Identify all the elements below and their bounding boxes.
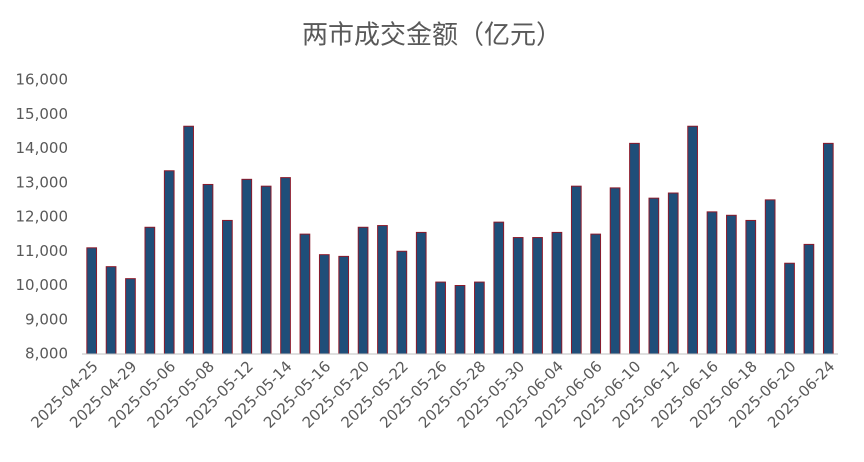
y-tick-label: 10,000	[16, 276, 69, 294]
y-tick-label: 12,000	[16, 208, 69, 226]
y-tick-label: 8,000	[25, 345, 68, 363]
bar	[551, 231, 563, 355]
bar	[144, 226, 156, 355]
chart-title: 两市成交金额（亿元）	[302, 21, 562, 51]
bar	[357, 226, 369, 355]
bar	[318, 254, 330, 355]
bar	[377, 225, 388, 355]
bar	[222, 219, 233, 355]
bar	[687, 125, 698, 355]
bar	[415, 231, 427, 355]
y-tick-label: 11,000	[16, 242, 69, 260]
bar	[125, 278, 136, 355]
bar	[396, 250, 408, 355]
bar	[803, 243, 815, 355]
bar	[260, 185, 272, 355]
bar	[163, 170, 175, 355]
bar	[241, 178, 253, 355]
bar	[745, 219, 757, 355]
bar	[764, 199, 776, 355]
bar	[86, 247, 98, 355]
bar	[609, 187, 621, 355]
bar	[454, 285, 466, 355]
bar	[280, 177, 291, 355]
y-tick-label: 16,000	[16, 71, 69, 89]
y-tick-label: 13,000	[16, 173, 69, 191]
bar	[435, 281, 446, 355]
bar	[532, 237, 543, 355]
bar	[784, 262, 795, 355]
bar	[512, 237, 524, 355]
bar	[338, 255, 350, 355]
bar	[726, 214, 737, 355]
bar	[474, 281, 485, 355]
bar	[629, 142, 640, 355]
y-tick-label: 15,000	[16, 105, 69, 123]
bar	[493, 221, 505, 355]
bar	[648, 197, 660, 355]
bar	[105, 266, 117, 355]
bar	[706, 211, 718, 355]
bar	[822, 142, 834, 355]
bar	[299, 233, 311, 355]
y-tick-label: 14,000	[16, 139, 69, 157]
bar	[667, 192, 679, 355]
y-tick-label: 9,000	[25, 310, 68, 328]
bar	[202, 183, 214, 355]
bar	[590, 233, 602, 355]
bar	[570, 185, 582, 355]
bar	[183, 125, 194, 355]
